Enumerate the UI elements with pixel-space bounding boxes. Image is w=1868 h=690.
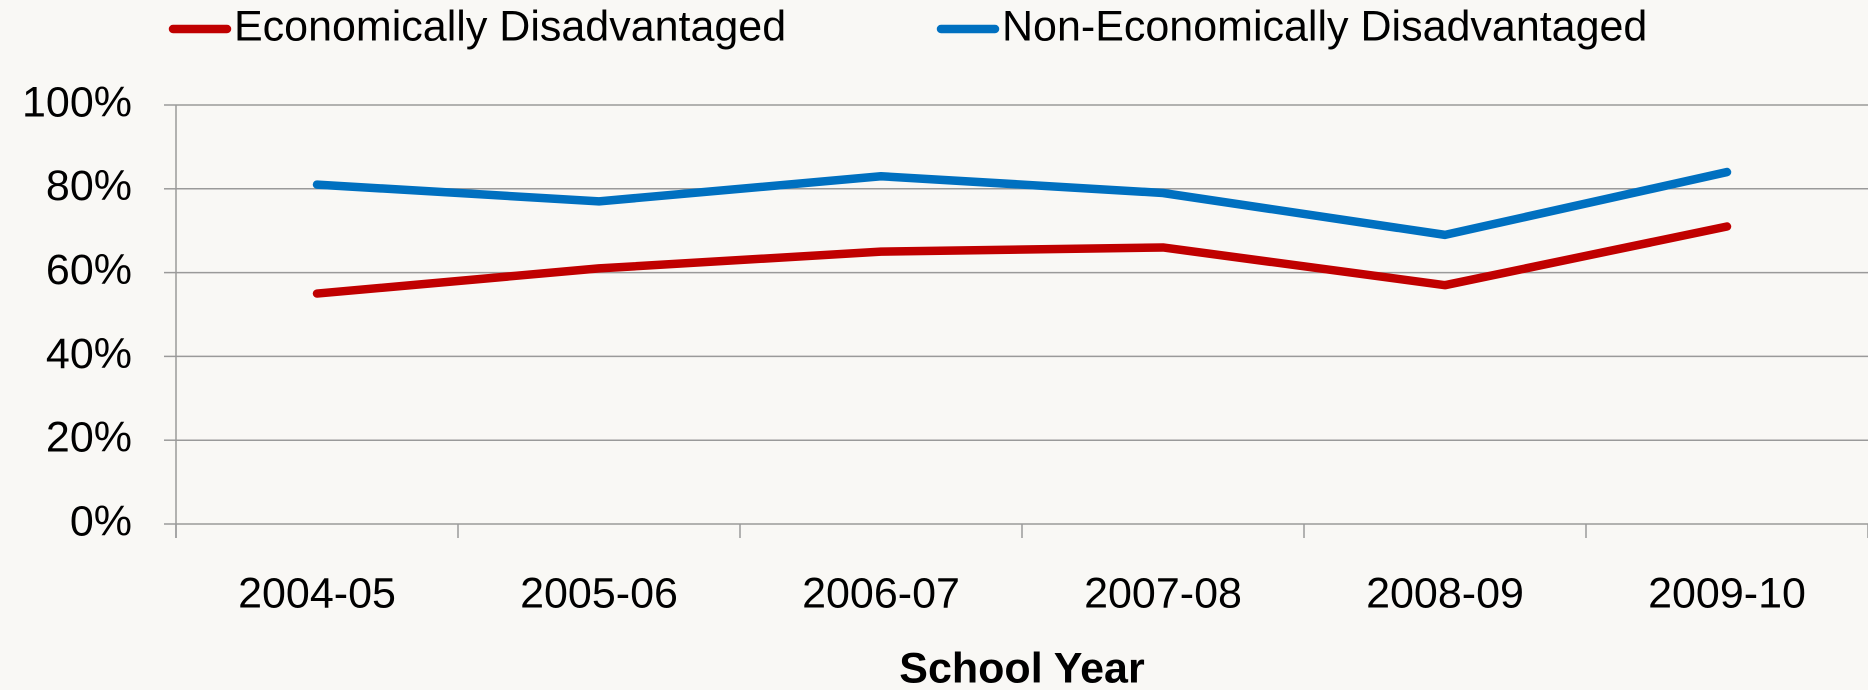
y-tick-label: 80% xyxy=(46,162,132,210)
x-tick-label: 2006-07 xyxy=(802,569,960,617)
x-tick-label: 2005-06 xyxy=(520,569,678,617)
y-tick-label: 100% xyxy=(22,78,132,126)
y-tick-label: 0% xyxy=(70,497,132,545)
x-tick-label: 2008-09 xyxy=(1366,569,1524,617)
x-tick-label: 2009-10 xyxy=(1648,569,1806,617)
y-tick-label: 40% xyxy=(46,330,132,378)
x-tick-label: 2007-08 xyxy=(1084,569,1242,617)
legend-label: Non-Economically Disadvantaged xyxy=(1002,2,1647,50)
y-tick-label: 20% xyxy=(46,414,132,462)
series-line xyxy=(312,167,1732,240)
x-tick-label: 2004-05 xyxy=(238,569,396,617)
x-axis-title: School Year xyxy=(899,644,1145,690)
y-tick-label: 60% xyxy=(46,246,132,294)
legend-label: Economically Disadvantaged xyxy=(234,2,786,50)
series-line xyxy=(312,222,1732,298)
